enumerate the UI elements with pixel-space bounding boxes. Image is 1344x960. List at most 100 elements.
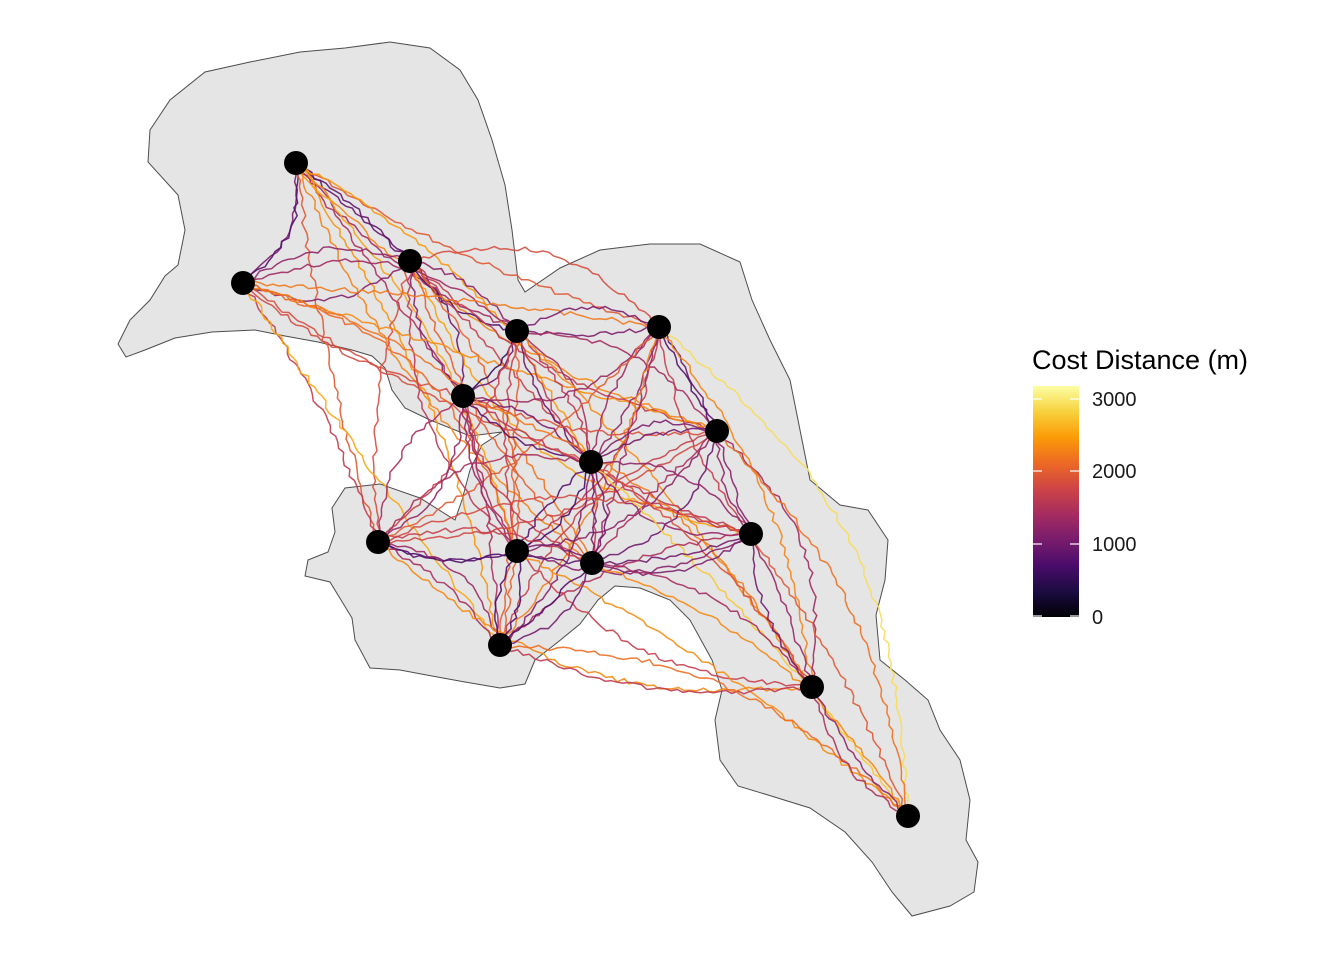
cost-path (295, 162, 593, 462)
cost-path (377, 494, 752, 542)
site-node (647, 315, 671, 339)
cost-path (242, 282, 591, 464)
site-node (800, 675, 824, 699)
site-node (505, 539, 529, 563)
cost-path (590, 460, 752, 535)
site-nodes (231, 151, 920, 828)
cost-path (517, 548, 593, 565)
cost-path (659, 325, 717, 432)
cost-path (810, 687, 909, 817)
legend-ticks (1033, 398, 1079, 617)
cost-path (377, 327, 661, 542)
legend-tick-label: 2000 (1092, 461, 1137, 483)
legend-tick-label: 3000 (1092, 389, 1137, 411)
cost-path (499, 532, 751, 645)
cost-path (517, 329, 753, 534)
cost-path (499, 563, 594, 646)
cost-path (517, 548, 812, 690)
cost-path (516, 461, 592, 551)
cost-path (515, 329, 718, 431)
site-node (580, 551, 604, 575)
cost-path (499, 642, 813, 695)
cost-path (517, 428, 717, 554)
land-layer (117, 41, 979, 917)
cost-path (242, 246, 411, 283)
cost-path (750, 533, 814, 688)
cost-path (378, 539, 501, 646)
cost-path (590, 461, 752, 537)
cost-path (656, 327, 754, 534)
cost-path (463, 326, 660, 403)
cost-path (516, 305, 660, 332)
cost-path (498, 330, 521, 646)
cost-path (749, 534, 910, 817)
cost-path (502, 330, 520, 552)
cost-path (377, 541, 517, 563)
site-node (896, 804, 920, 828)
cost-path (591, 562, 813, 687)
legend: Cost Distance (m) 3000 2000 1000 0 (1032, 345, 1248, 629)
cost-path (376, 396, 465, 542)
cost-path (408, 260, 521, 646)
cost-path (461, 396, 520, 551)
cost-path (462, 395, 517, 552)
cost-path (590, 461, 598, 564)
site-node (488, 633, 512, 657)
cost-path (591, 326, 660, 463)
cost-path (498, 561, 592, 645)
cost-path (410, 245, 660, 327)
cost-path (377, 526, 593, 563)
cost-path (376, 542, 502, 644)
cost-path (516, 543, 593, 565)
legend-title: Cost Distance (m) (1032, 345, 1248, 375)
cost-path (714, 430, 753, 535)
site-node (366, 530, 390, 554)
cost-path (750, 533, 814, 687)
cost-path (591, 460, 814, 687)
legend-tick-label: 0 (1092, 607, 1103, 629)
site-node (739, 522, 763, 546)
cost-path (590, 430, 718, 563)
legend-tick-label: 1000 (1092, 534, 1137, 556)
cost-path (591, 562, 910, 816)
cost-path (515, 330, 599, 564)
cost-path (378, 539, 813, 693)
cost-path (241, 284, 463, 398)
cost-path (591, 535, 752, 577)
site-node (231, 271, 255, 295)
cost-path (590, 419, 718, 463)
cost-path (377, 331, 520, 543)
cost-path (242, 280, 660, 329)
cost-path (494, 550, 517, 646)
cost-path (589, 461, 609, 564)
cost-path (517, 549, 909, 817)
cost-path (718, 429, 910, 817)
cost-path (809, 688, 910, 816)
cost-path (463, 393, 592, 462)
cost-path (244, 163, 299, 285)
cost-path (715, 430, 752, 535)
cost-path (294, 162, 380, 543)
cost-path (295, 162, 411, 262)
land-polygon (117, 41, 979, 917)
cost-path (462, 394, 718, 437)
cost-path (371, 260, 413, 543)
cost-path (592, 534, 752, 566)
legend-colorbar (1033, 386, 1079, 617)
site-node (579, 450, 603, 474)
cost-path (377, 453, 591, 543)
site-node (451, 384, 475, 408)
cost-path (294, 164, 718, 431)
site-node (705, 419, 729, 443)
site-node (398, 249, 422, 273)
cost-path (244, 281, 501, 646)
cost-path (515, 331, 812, 688)
cost-path (293, 163, 592, 565)
cost-path (516, 324, 660, 338)
cost-path (588, 326, 660, 462)
cost-path (242, 282, 593, 564)
site-node (284, 151, 308, 175)
cost-path (590, 427, 717, 462)
cost-path (408, 261, 463, 397)
